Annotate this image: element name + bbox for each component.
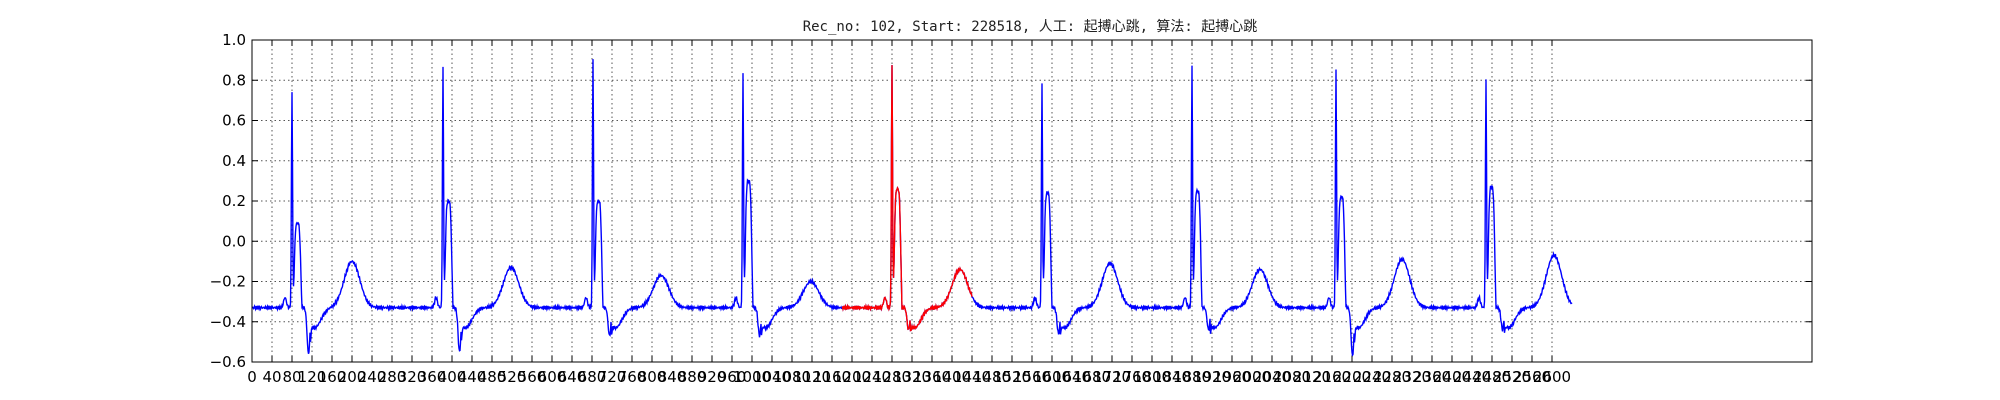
highlighted-beat-line [841, 65, 973, 332]
x-tick-label: 760 [618, 368, 647, 386]
series-layer [251, 59, 1573, 358]
x-tick-label: 1960 [1213, 368, 1251, 386]
x-tick-label: 1800 [1133, 368, 1171, 386]
x-tick-label: 1120 [793, 368, 831, 386]
x-tick-label: 1680 [1073, 368, 1111, 386]
x-tick-label: 2160 [1313, 368, 1351, 386]
x-tick-label: 1520 [993, 368, 1031, 386]
x-tick-label: 920 [698, 368, 727, 386]
x-tick-label: 2240 [1353, 368, 1391, 386]
x-tick-label: 1560 [1013, 368, 1051, 386]
x-tick-label: 1280 [873, 368, 911, 386]
x-tick-label: 2440 [1453, 368, 1491, 386]
x-tick-label: 960 [718, 368, 747, 386]
x-tick-label: 720 [598, 368, 627, 386]
x-tick-label: 120 [298, 368, 327, 386]
x-tick-label: 2560 [1513, 368, 1551, 386]
y-tick-label: 0.8 [222, 71, 246, 89]
y-tick-label: 0.4 [222, 152, 246, 170]
x-tick-label: 1000 [733, 368, 771, 386]
y-tick-label: 0.6 [222, 112, 246, 130]
x-tick-label: 1640 [1053, 368, 1091, 386]
x-tick-label: 2120 [1293, 368, 1331, 386]
x-tick-label: 1040 [753, 368, 791, 386]
x-tick-label: 400 [438, 368, 467, 386]
x-tick-label: 80 [282, 368, 301, 386]
y-tick-label: 0.2 [222, 192, 246, 210]
x-tick-label: 1200 [833, 368, 871, 386]
chart-title: Rec_no: 102, Start: 228518, 人工: 起搏心跳, 算法… [803, 18, 1258, 35]
x-tick-label: 1760 [1113, 368, 1151, 386]
x-tick-label: 2200 [1333, 368, 1371, 386]
x-tick-label: 1600 [1033, 368, 1071, 386]
y-tick-label: −0.4 [210, 313, 246, 331]
x-tick-label: 160 [318, 368, 347, 386]
x-tick-label: 1720 [1093, 368, 1131, 386]
x-tick-label: 1240 [853, 368, 891, 386]
x-tick-label: 280 [378, 368, 407, 386]
x-tick-label: 320 [398, 368, 427, 386]
x-tick-label: 1080 [773, 368, 811, 386]
x-tick-label: 2480 [1473, 368, 1511, 386]
x-tick-label: 600 [538, 368, 567, 386]
x-tick-label: 560 [518, 368, 547, 386]
x-tick-label: 0 [247, 368, 257, 386]
grid-layer [252, 40, 1812, 362]
x-tick-label: 240 [358, 368, 387, 386]
y-tick-label: 0.0 [222, 232, 246, 250]
x-tick-label: 2000 [1233, 368, 1271, 386]
x-tick-label: 1920 [1193, 368, 1231, 386]
x-tick-label: 1480 [973, 368, 1011, 386]
x-tick-label: 1880 [1173, 368, 1211, 386]
x-tick-label: 2400 [1433, 368, 1471, 386]
x-tick-label: 360 [418, 368, 447, 386]
x-tick-label: 1400 [933, 368, 971, 386]
x-tick-label: 640 [558, 368, 587, 386]
x-tick-label: 2520 [1493, 368, 1531, 386]
x-tick-label: 800 [638, 368, 667, 386]
x-axis-ticks: 0 40 8012016020024028032036040044048052056… [247, 40, 1571, 386]
y-axis-ticks: 1.0 0.8 0.6 0.4 0.2 0.0 −0.2 −0.4 −0.6 [210, 31, 1812, 371]
y-tick-label: 1.0 [222, 31, 246, 49]
x-tick-label: 2040 [1253, 368, 1291, 386]
x-tick-label: 440 [458, 368, 487, 386]
x-tick-label: 480 [478, 368, 507, 386]
x-tick-label: 2360 [1413, 368, 1451, 386]
x-tick-label: 680 [578, 368, 607, 386]
x-tick-label: 2600 [1533, 368, 1571, 386]
y-tick-label: −0.6 [210, 353, 246, 371]
x-tick-label: 880 [678, 368, 707, 386]
x-tick-label: 2280 [1373, 368, 1411, 386]
x-tick-label: 2320 [1393, 368, 1431, 386]
x-tick-label: 40 [262, 368, 281, 386]
x-tick-label: 1160 [813, 368, 851, 386]
x-tick-label: 1440 [953, 368, 991, 386]
x-tick-label: 1320 [893, 368, 931, 386]
x-tick-label: 2080 [1273, 368, 1311, 386]
x-tick-label: 200 [338, 368, 367, 386]
x-tick-label: 1360 [913, 368, 951, 386]
x-tick-label: 520 [498, 368, 527, 386]
x-tick-label: 840 [658, 368, 687, 386]
y-tick-label: −0.2 [210, 273, 246, 291]
x-tick-label: 1840 [1153, 368, 1191, 386]
